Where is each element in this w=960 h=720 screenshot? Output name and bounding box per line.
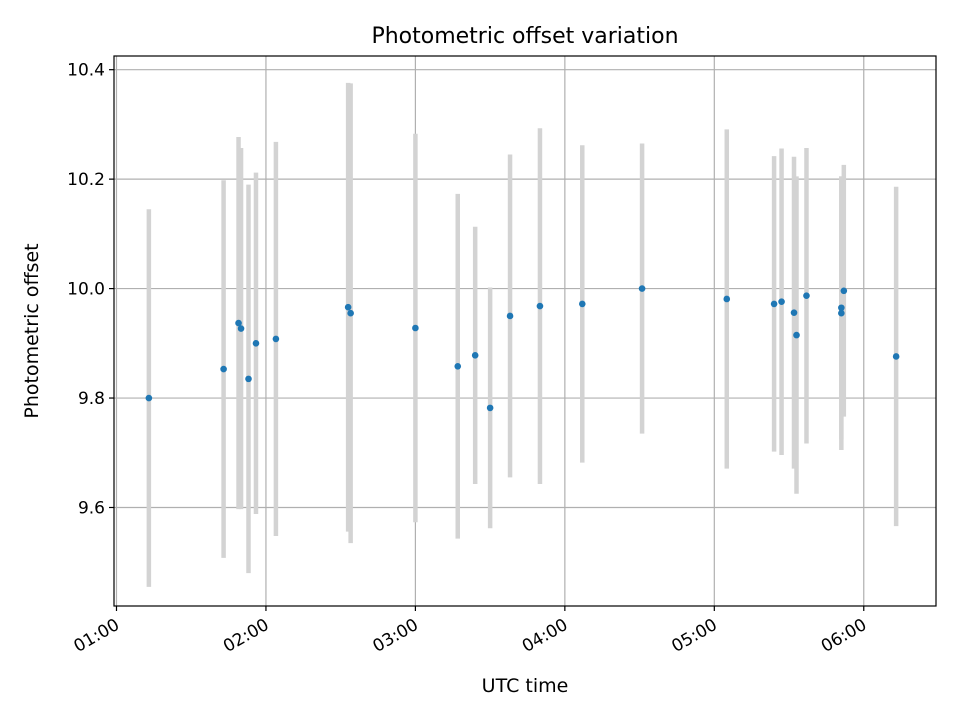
data-point bbox=[838, 309, 845, 317]
data-point bbox=[412, 324, 419, 332]
data-point bbox=[506, 312, 514, 320]
data-point bbox=[220, 365, 227, 373]
data-point bbox=[344, 303, 352, 311]
y-tick-label: 9.8 bbox=[78, 389, 105, 409]
data-point bbox=[770, 300, 778, 308]
data-point bbox=[838, 304, 845, 312]
y-tick-label: 9.6 bbox=[78, 498, 105, 518]
data-point bbox=[245, 375, 252, 383]
data-point-layer bbox=[145, 285, 900, 412]
plot-frame bbox=[113, 55, 937, 607]
data-point bbox=[252, 340, 260, 347]
data-point bbox=[471, 352, 479, 359]
data-point bbox=[454, 362, 462, 370]
chart-title: Photometric offset variation bbox=[371, 24, 678, 49]
data-point bbox=[237, 325, 245, 332]
data-point bbox=[840, 287, 848, 295]
data-point bbox=[536, 302, 544, 310]
data-point bbox=[638, 285, 646, 292]
data-point bbox=[347, 309, 354, 317]
data-point bbox=[803, 292, 810, 300]
data-point bbox=[272, 335, 280, 343]
y-tick-label: 10.4 bbox=[67, 61, 105, 81]
data-point bbox=[793, 331, 800, 339]
data-point bbox=[578, 300, 586, 308]
data-point bbox=[892, 353, 900, 360]
data-point bbox=[778, 298, 785, 306]
data-point bbox=[486, 404, 494, 412]
y-axis-label: Photometric offset bbox=[21, 243, 43, 418]
y-tick-label: 10.0 bbox=[67, 280, 105, 300]
x-axis-label: UTC time bbox=[482, 675, 569, 697]
y-tick-label: 10.2 bbox=[67, 170, 105, 190]
data-point bbox=[790, 309, 798, 316]
data-point bbox=[145, 394, 153, 402]
data-point bbox=[723, 295, 731, 303]
data-point bbox=[235, 319, 242, 327]
